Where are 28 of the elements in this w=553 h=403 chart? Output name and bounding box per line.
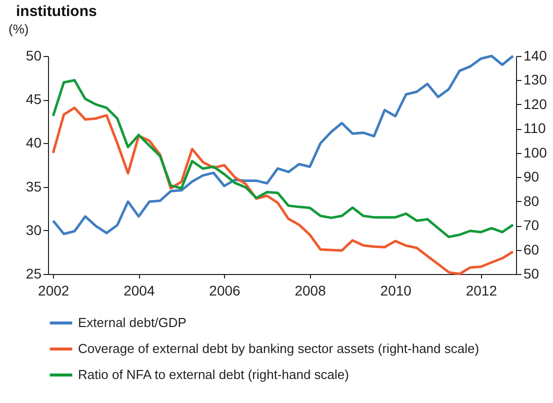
y2-tick-label: 140 — [524, 48, 548, 64]
x-tick-label: 2006 — [209, 282, 241, 298]
y2-tick-label: 80 — [524, 192, 540, 209]
y-axis-title: (%) — [8, 22, 29, 36]
y2-tick-label: 110 — [524, 120, 546, 136]
x-tick-label: 2002 — [38, 282, 70, 298]
y2-tick-label: 100 — [524, 144, 548, 160]
y-tick-label: 25 — [26, 266, 42, 282]
chart-title: institutions — [16, 3, 97, 20]
y2-tick-label: 50 — [524, 266, 540, 282]
y2-tick-label: 130 — [524, 72, 548, 88]
y2-tick-label: 90 — [524, 168, 540, 185]
y-tick-label: 50 — [26, 48, 42, 64]
line-series — [52, 106, 514, 276]
legend-label: Ratio of NFA to external debt (right-hand scale) — [78, 367, 349, 382]
x-tick-label: 2004 — [124, 282, 155, 298]
y-tick-label: 30 — [26, 222, 42, 238]
y2-tick-label: 60 — [524, 241, 540, 258]
x-tick-label: 2010 — [380, 282, 412, 298]
legend-label: Coverage of external debt by banking sector assets (right-hand scale) — [78, 341, 480, 356]
y2-tick-label: 70 — [524, 217, 540, 234]
y-tick-label: 45 — [26, 91, 42, 108]
x-tick-label: 2008 — [294, 282, 326, 298]
y-tick-label: 40 — [26, 134, 42, 151]
legend-label: External debt/GDP — [78, 315, 186, 330]
y2-tick-label: 120 — [524, 96, 548, 112]
x-tick-label: 2012 — [466, 282, 498, 298]
y-tick-label: 35 — [26, 178, 42, 194]
